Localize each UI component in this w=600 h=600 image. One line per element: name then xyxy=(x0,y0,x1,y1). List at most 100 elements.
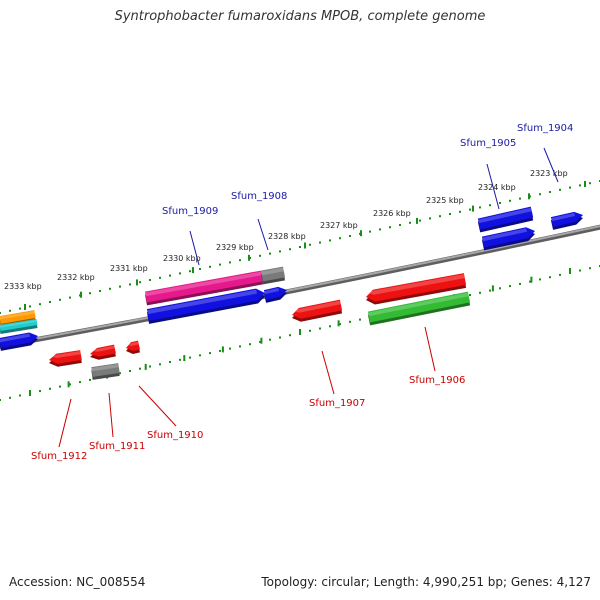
gene-blue-long-a-body xyxy=(146,288,265,321)
outer-ruler-dot xyxy=(479,206,481,209)
outer-ruler-dot xyxy=(459,210,461,213)
gene-sfum-1912 xyxy=(48,350,82,367)
inner-ruler-dot xyxy=(489,289,491,292)
outer-ruler-dot xyxy=(199,268,201,270)
gene-sfum-1905-body xyxy=(477,206,534,230)
outer-ruler-dot xyxy=(59,298,61,301)
gene-sfum-1910-highlight xyxy=(125,341,139,346)
gene-cyan-body xyxy=(0,319,38,331)
outer-ruler-dot xyxy=(19,307,21,310)
sfum-1908-callout xyxy=(257,218,269,251)
gene-blue-edge-body xyxy=(0,332,38,348)
outer-ruler-dot xyxy=(389,226,391,229)
map-title: Syntrophobacter fumaroxidans MPOB, compl… xyxy=(114,9,486,24)
inner-ruler-dot xyxy=(0,399,1,401)
sfum-1906-callout xyxy=(424,326,436,372)
gene-blue-short-a-highlight xyxy=(264,287,279,295)
outer-ruler-dot xyxy=(589,182,591,185)
inner-ruler-dot xyxy=(549,276,551,279)
outer-ruler-dot xyxy=(549,191,551,193)
inner-ruler-dot xyxy=(349,320,351,323)
inner-ruler-dot xyxy=(289,334,291,337)
outer-ruler-dot xyxy=(469,208,471,211)
tick-label: 2327 kbp xyxy=(320,221,358,230)
gene-sfum-1904 xyxy=(550,211,583,230)
gene-sfum-1905 xyxy=(477,206,534,233)
gene-sfum-1911 xyxy=(89,344,116,360)
inner-ruler-dot xyxy=(79,381,81,384)
gene-blue-long-a-highlight xyxy=(147,289,257,315)
outer-ruler-dot xyxy=(139,281,141,284)
gene-label-reverse: Sfum_1910 xyxy=(147,430,203,441)
outer-ruler-dot xyxy=(399,224,401,226)
inner-ruler-dot xyxy=(229,347,231,350)
gene-sfum-1906-green xyxy=(367,291,471,326)
gene-gray-reverse xyxy=(91,363,120,380)
outer-ruler-dot xyxy=(289,248,291,251)
inner-ruler-dot xyxy=(219,349,221,352)
gene-label-forward: Sfum_1904 xyxy=(517,123,573,134)
inner-ruler-dot xyxy=(329,325,331,328)
gene-sfum-1905-highlight xyxy=(478,207,532,224)
outer-ruler-dot xyxy=(109,287,111,290)
tick-label: 2329 kbp xyxy=(216,243,254,252)
outer-ruler-dot xyxy=(379,228,381,231)
outer-ruler-dot xyxy=(349,235,351,237)
inner-ruler-dot xyxy=(539,278,541,281)
sfum-1912-callout xyxy=(58,398,72,448)
tick-label: 2323 kbp xyxy=(530,169,568,178)
outer-ruler-dot xyxy=(429,217,431,220)
outer-ruler-dot xyxy=(369,230,371,233)
outer-ruler-dot xyxy=(179,272,181,275)
inner-ruler-dot xyxy=(149,365,151,368)
inner-ruler-dot xyxy=(359,318,361,321)
sfum-1907-callout xyxy=(321,350,335,395)
outer-ruler-dot xyxy=(519,197,521,200)
outer-ruler-dot xyxy=(419,219,421,222)
inner-ruler-dot xyxy=(579,269,581,272)
inner-ruler-dot xyxy=(19,394,21,397)
outer-ruler-dot xyxy=(569,186,571,189)
gene-sfum-1906-green-highlight xyxy=(368,292,469,317)
gene-label-forward: Sfum_1909 xyxy=(162,206,218,217)
gene-sfum-1909 xyxy=(145,270,263,306)
inner-ruler-dot xyxy=(239,345,241,348)
outer-ruler-dot xyxy=(259,254,261,257)
inner-ruler-dot xyxy=(39,390,41,393)
sfum-1911-callout xyxy=(108,392,114,438)
outer-ruler-dot xyxy=(119,285,121,288)
inner-ruler-dot xyxy=(69,383,71,386)
ruler-labels: 2333 kbp 2332 kbp 2331 kbp 2330 kbp 2329 kbp… xyxy=(4,169,568,291)
outer-ruler-dot xyxy=(99,290,101,292)
gene-orange-body xyxy=(0,310,36,324)
inner-ruler-dot xyxy=(189,356,191,359)
outer-ruler-dot xyxy=(169,274,171,277)
inner-ruler-dot xyxy=(169,361,171,363)
inner-ruler-dot xyxy=(159,363,161,366)
inner-ruler-dot xyxy=(269,338,271,341)
outer-ruler-dot xyxy=(339,237,341,240)
outer-ruler-dot xyxy=(439,215,441,218)
outer-ruler-dot xyxy=(159,276,161,279)
inner-ruler-dot xyxy=(199,354,201,357)
inner-ruler-dot xyxy=(529,280,531,283)
outer-ruler-dot xyxy=(29,305,31,308)
gene-blue-short-a-body xyxy=(263,286,287,300)
sfum-1909-callout xyxy=(189,230,200,266)
sfum-1905-callout xyxy=(486,163,500,210)
gene-label-forward: Sfum_1908 xyxy=(231,191,287,202)
outer-ruler-dot xyxy=(269,252,271,255)
gene-gray-forward-body xyxy=(261,266,285,282)
sfum-1904-callout xyxy=(543,147,559,183)
gene-sfum-1909-body xyxy=(145,270,263,303)
gene-sfum-1911-body xyxy=(90,344,116,357)
outer-ruler-dot xyxy=(219,263,221,266)
gene-orange-highlight xyxy=(0,311,35,320)
inner-ruler-dot xyxy=(469,294,471,296)
gene-sfum-1912-body xyxy=(49,350,82,364)
sfum-1910-callout xyxy=(138,385,177,427)
outer-ruler-dot xyxy=(239,259,241,262)
inner-ruler-dot xyxy=(249,343,251,346)
